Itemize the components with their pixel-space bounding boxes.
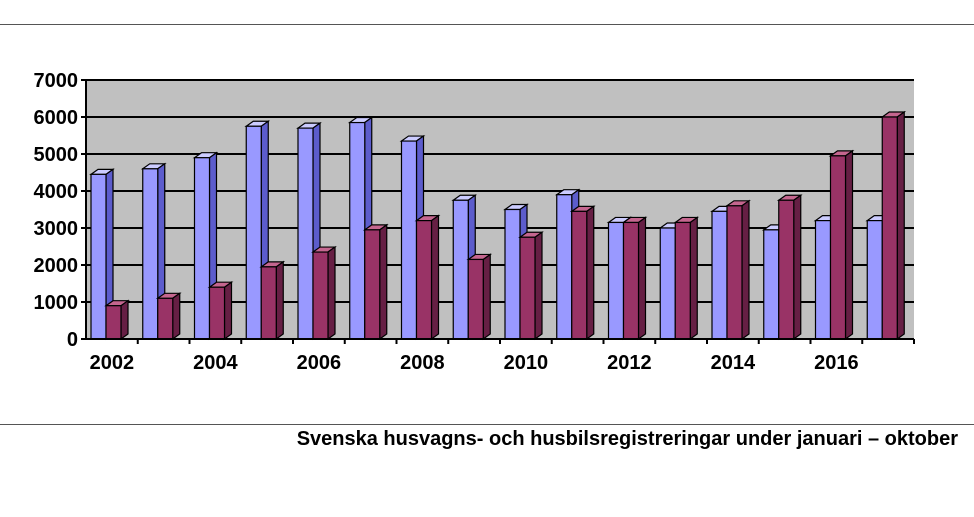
x-tick-labels: 2002 2004 2006 2008 2010 2012 2014 2016 — [90, 352, 859, 374]
bar-front-face — [90, 173, 107, 340]
bar-front-face — [312, 251, 329, 340]
top-rule — [0, 24, 974, 25]
bar-front-face — [622, 221, 640, 340]
bar — [725, 199, 751, 341]
bar — [155, 292, 182, 341]
chart-caption: Svenska husvagns- och husbilsregistrerin… — [296, 428, 958, 450]
bottom-rule — [0, 424, 974, 425]
bar-front-face — [297, 127, 314, 340]
bar-side-face — [482, 253, 491, 341]
bar-front-face — [556, 194, 573, 340]
bar-side-face — [327, 245, 336, 341]
bar — [828, 149, 855, 341]
x-tick-label: 2014 — [711, 352, 756, 374]
bar — [621, 216, 648, 341]
bar-side-face — [896, 110, 905, 341]
bar — [414, 214, 441, 341]
bar-front-face — [866, 220, 883, 340]
bar — [104, 299, 130, 341]
x-tick-label: 2010 — [504, 352, 549, 374]
bar — [776, 194, 803, 341]
bar-front-face — [778, 199, 795, 340]
x-tick-label: 2008 — [400, 352, 445, 374]
bar-front-face — [607, 221, 625, 340]
y-tick-labels: 0 1000 2000 3000 4000 5000 6000 7000 — [34, 70, 79, 351]
bar-front-face — [763, 229, 780, 340]
bar-side-face — [741, 199, 750, 341]
bar-side-face — [844, 149, 854, 341]
bar-front-face — [157, 297, 174, 340]
bar-front-face — [105, 305, 122, 340]
bar-front-face — [142, 168, 159, 340]
bar-front-face — [711, 210, 728, 340]
y-tick-label: 3000 — [34, 218, 79, 240]
x-tick-label: 2006 — [297, 352, 342, 374]
bar — [466, 253, 493, 341]
y-tick-label: 2000 — [34, 255, 79, 277]
x-tick-label: 2012 — [607, 352, 652, 374]
bar-front-face — [674, 221, 691, 340]
bar-side-face — [586, 205, 595, 341]
bar — [673, 216, 700, 341]
x-tick-label: 2004 — [193, 352, 238, 374]
bar — [259, 260, 286, 341]
y-tick-label: 5000 — [34, 144, 79, 166]
y-tick-label: 1000 — [34, 292, 79, 314]
bar — [207, 281, 234, 341]
bar-front-face — [829, 155, 847, 340]
bar-side-face — [534, 231, 543, 341]
bar-front-face — [571, 210, 588, 340]
bar-front-face — [245, 125, 262, 340]
bar-side-face — [689, 216, 698, 341]
bar-front-face — [364, 229, 381, 340]
bar-side-face — [172, 292, 181, 341]
bar-side-face — [223, 281, 233, 341]
axes — [81, 79, 915, 344]
bar-front-face — [814, 220, 832, 340]
bar-front-face — [467, 258, 484, 340]
bar-front-face — [519, 236, 536, 340]
x-tick-label: 2002 — [90, 352, 135, 374]
bar-side-face — [275, 260, 284, 341]
bar-front-face — [349, 121, 366, 340]
bar — [311, 245, 337, 341]
bar-front-face — [881, 116, 898, 340]
bar — [569, 205, 596, 341]
bar-side-face — [120, 299, 129, 341]
bar-front-face — [400, 140, 418, 340]
y-tick-label: 6000 — [34, 107, 79, 129]
bar-front-face — [659, 227, 676, 340]
x-tick-label: 2016 — [814, 352, 859, 374]
bar — [518, 231, 544, 341]
bar-front-face — [208, 286, 226, 340]
y-tick-label: 7000 — [34, 70, 79, 92]
bar-front-face — [726, 205, 743, 340]
bars — [89, 110, 907, 341]
y-tick-label: 0 — [67, 329, 78, 351]
bar-front-face — [193, 157, 211, 340]
bar-side-face — [430, 214, 440, 341]
y-tick-label: 4000 — [34, 181, 79, 203]
bar-front-face — [452, 199, 469, 340]
bar-side-face — [637, 216, 647, 341]
bar-front-face — [415, 220, 433, 340]
bar — [362, 223, 389, 341]
bar — [880, 110, 907, 341]
bar-front-face — [504, 208, 521, 340]
bar-side-face — [379, 223, 388, 341]
bar-side-face — [793, 194, 802, 341]
bar — [89, 168, 115, 341]
bar-front-face — [260, 266, 277, 340]
